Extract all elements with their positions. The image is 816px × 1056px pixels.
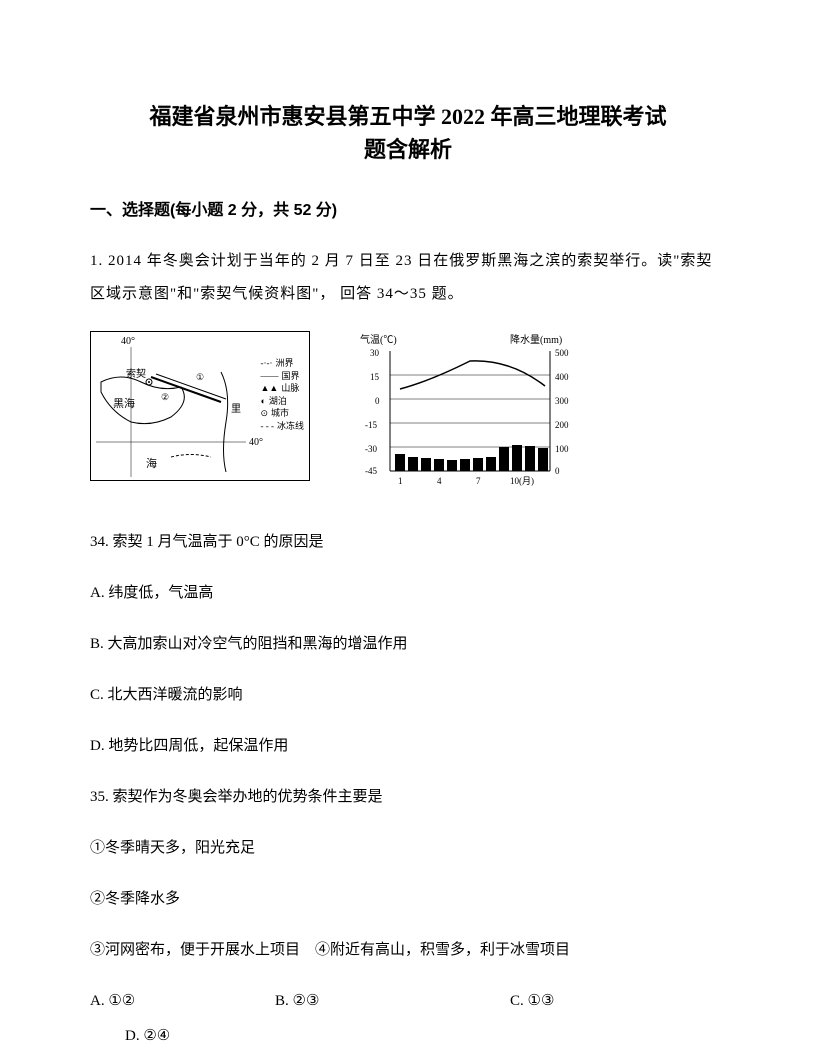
q35-option-a: A. ①②: [90, 985, 275, 1018]
svg-text:200: 200: [555, 420, 569, 430]
ice-line: [171, 455, 211, 458]
svg-text:4: 4: [437, 476, 442, 486]
sea-label: 海: [146, 456, 157, 470]
svg-text:-15: -15: [365, 420, 377, 430]
svg-text:7: 7: [476, 476, 481, 486]
title-line-2: 题含解析: [90, 133, 726, 166]
precip-axis-label: 降水量(mm): [510, 333, 562, 346]
question-1-intro: 1. 2014 年冬奥会计划于当年的 2 月 7 日至 23 日在俄罗斯黑海之滨…: [90, 245, 726, 311]
q35-cond-1: ①冬季晴天多，阳光充足: [90, 832, 726, 865]
temp-axis-label: 气温(℃): [360, 333, 397, 346]
map-legend: -·-·洲界 ——国界 ▲▲山脉 ◐湖泊 ⊙城市 - - -冰冻线: [260, 357, 304, 433]
caspian-label: 里: [231, 403, 241, 415]
q35-option-b: B. ②③: [275, 985, 510, 1018]
svg-text:-30: -30: [365, 444, 377, 454]
q34-option-b: B. 大高加索山对冷空气的阻挡和黑海的增温作用: [90, 628, 726, 661]
q35-option-c: C. ①③: [510, 985, 660, 1018]
svg-text:400: 400: [555, 372, 569, 382]
coord-40-top: 40°: [121, 336, 135, 347]
svg-text:0: 0: [375, 396, 380, 406]
svg-text:30: 30: [370, 348, 380, 358]
svg-text:300: 300: [555, 396, 569, 406]
q35-option-d: D. ②④: [90, 1026, 726, 1045]
black-sea-label: 黑海: [113, 396, 135, 410]
q35-stem: 35. 索契作为冬奥会举办地的优势条件主要是: [90, 781, 726, 814]
q34-option-c: C. 北大西洋暖流的影响: [90, 679, 726, 712]
q34-stem: 34. 索契 1 月气温高于 0°C 的原因是: [90, 526, 726, 559]
climate-chart: 气温(℃) 降水量(mm) 30 15 0 -15 -30 -45 500 40…: [350, 331, 590, 491]
svg-text:-45: -45: [365, 466, 377, 476]
section-header: 一、选择题(每小题 2 分，共 52 分): [90, 196, 726, 220]
svg-text:10(月): 10(月): [510, 476, 534, 486]
document-title: 福建省泉州市惠安县第五中学 2022 年高三地理联考试 题含解析: [90, 100, 726, 166]
precip-bars: [395, 445, 548, 471]
coord-40-right: 40°: [249, 437, 263, 448]
marker-2: ②: [161, 392, 169, 402]
q35-cond-2: ②冬季降水多: [90, 883, 726, 916]
marker-1: ①: [196, 372, 204, 382]
svg-text:100: 100: [555, 444, 569, 454]
title-line-1: 福建省泉州市惠安县第五中学 2022 年高三地理联考试: [90, 100, 726, 133]
svg-text:15: 15: [370, 372, 380, 382]
map-figure: 40° 40° 黑海 索契 ① ② 里 海 -·-·洲界 ——国界 ▲▲山脉 ◐…: [90, 331, 310, 481]
q34-option-a: A. 纬度低，气温高: [90, 577, 726, 610]
figures-container: 40° 40° 黑海 索契 ① ② 里 海 -·-·洲界 ——国界 ▲▲山脉 ◐…: [90, 331, 726, 491]
q35-options-row: A. ①② B. ②③ C. ①③: [90, 985, 726, 1018]
q34-option-d: D. 地势比四周低，起保温作用: [90, 730, 726, 763]
sochi-label: 索契: [126, 367, 146, 380]
q35-cond-34: ③河网密布，便于开展水上项目 ④附近有高山，积雪多，利于冰雪项目: [90, 934, 726, 967]
caspian-outline: [221, 372, 228, 472]
svg-text:1: 1: [398, 476, 403, 486]
svg-text:0: 0: [555, 466, 560, 476]
svg-text:500: 500: [555, 348, 569, 358]
